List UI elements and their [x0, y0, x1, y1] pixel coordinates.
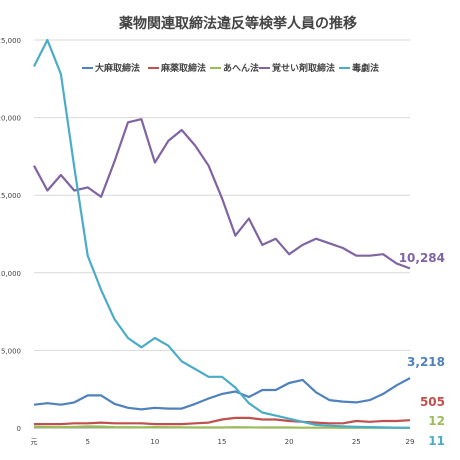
- y-tick-label: 0: [17, 425, 21, 433]
- series-line-0: [33, 377, 411, 411]
- legend-label-4: 毒劇法: [352, 62, 379, 74]
- y-tick-label: 5,000: [1, 347, 21, 355]
- series-line-3: [33, 118, 411, 270]
- x-tick-label: 5: [85, 438, 89, 446]
- legend-label-2: あへん法: [223, 62, 259, 74]
- legend-label-1: 麻薬取締法: [160, 62, 206, 74]
- y-tick-label: 10,000: [0, 270, 21, 278]
- end-label-0: 10,284: [399, 251, 445, 265]
- end-label-2: 505: [420, 395, 445, 409]
- series-lines: [33, 38, 411, 429]
- legend: 大麻取締法 麻薬取締法 あへん法 覚せい剤取締法 毒劇法: [82, 62, 379, 74]
- chart-title: 薬物関連取締法違反等検挙人員の推移: [119, 15, 357, 32]
- y-tick-label: 15,000: [0, 192, 21, 200]
- legend-label-0: 大麻取締法: [95, 62, 140, 74]
- end-label-4: 11: [428, 434, 445, 448]
- x-tick-label: 15: [218, 438, 227, 446]
- series-line-1: [34, 416, 411, 426]
- x-tick-label: 20: [285, 438, 294, 446]
- end-label-1: 3,218: [407, 355, 445, 369]
- end-label-3: 12: [428, 414, 445, 428]
- gridlines: [34, 39, 410, 429]
- x-axis-ticks: 元 5 10 15 20 25 29: [31, 438, 415, 446]
- x-tick-label: 29: [406, 438, 415, 446]
- x-tick-label: 25: [352, 438, 361, 446]
- end-value-labels: 10,284 3,218 505 12 11: [399, 251, 445, 448]
- y-tick-label: 20,000: [0, 115, 21, 123]
- legend-label-3: 覚せい剤取締法: [272, 62, 335, 74]
- y-axis-ticks: 0 5,000 10,000 15,000 20,000 25,000: [0, 37, 21, 433]
- series-line-2: [33, 425, 410, 429]
- x-tick-label: 10: [150, 438, 159, 446]
- series-line-4: [33, 38, 411, 429]
- y-tick-label: 25,000: [0, 37, 21, 45]
- x-tick-label: 元: [31, 438, 38, 446]
